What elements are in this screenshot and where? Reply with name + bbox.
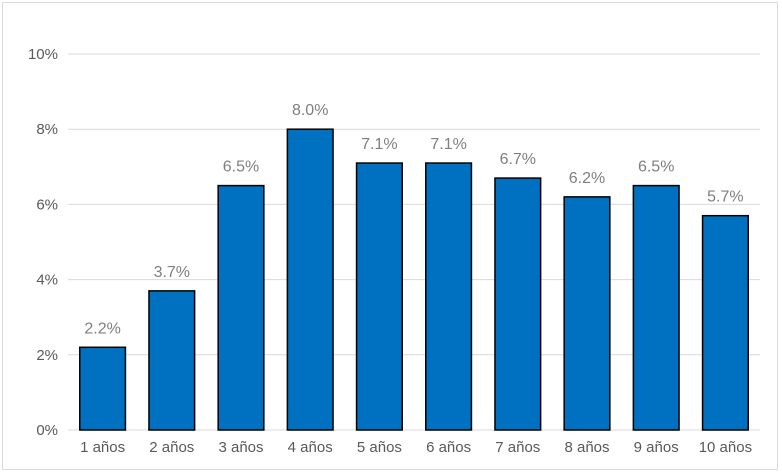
y-axis-ticks: 0% 2% 4% 6% 8% 10%	[28, 46, 58, 439]
bar	[148, 290, 196, 431]
x-tick-label: 3 años	[218, 439, 263, 456]
data-label: 6.2%	[569, 170, 605, 187]
bar	[563, 196, 611, 431]
bar	[494, 177, 542, 431]
x-tick-label: 6 años	[426, 439, 471, 456]
y-tick-label: 4%	[36, 272, 58, 289]
x-tick-label: 8 años	[564, 439, 609, 456]
bar	[79, 346, 127, 431]
bar	[701, 214, 749, 431]
y-tick-label: 8%	[36, 121, 58, 138]
y-tick-label: 6%	[36, 196, 58, 213]
bar	[286, 128, 334, 431]
data-label: 8.0%	[292, 102, 328, 119]
y-tick-label: 2%	[36, 347, 58, 364]
data-label: 7.1%	[361, 136, 397, 153]
bar	[217, 184, 265, 431]
y-tick-label: 0%	[36, 422, 58, 439]
bar	[425, 162, 473, 431]
bar	[632, 184, 680, 431]
y-tick-label: 10%	[28, 46, 58, 63]
x-tick-label: 4 años	[288, 439, 333, 456]
bars	[79, 128, 749, 431]
bar	[355, 162, 403, 431]
x-tick-label: 7 años	[495, 439, 540, 456]
data-label: 5.7%	[707, 189, 743, 206]
data-label: 6.5%	[638, 159, 674, 176]
data-label: 6.7%	[500, 151, 536, 168]
x-tick-label: 9 años	[634, 439, 679, 456]
x-tick-label: 5 años	[357, 439, 402, 456]
data-labels: 2.2% 3.7% 6.5% 8.0% 7.1% 7.1% 6.7% 6.2% 6.5% 5.7%	[84, 102, 743, 337]
x-tick-label: 2 años	[149, 439, 194, 456]
data-label: 2.2%	[84, 320, 120, 337]
x-tick-label: 1 años	[80, 439, 125, 456]
data-label: 3.7%	[154, 264, 190, 281]
x-axis-ticks: 1 años 2 años 3 años 4 años 5 años 6 años 7 añ…	[80, 439, 752, 456]
data-label: 7.1%	[430, 136, 466, 153]
data-label: 6.5%	[223, 159, 259, 176]
x-tick-label: 10 años	[699, 439, 752, 456]
